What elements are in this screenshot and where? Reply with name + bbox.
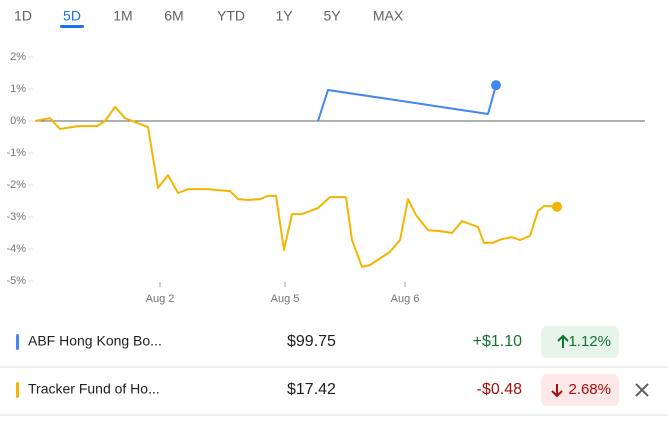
y-tick-label: 1% — [10, 83, 26, 95]
series-line — [317, 84, 497, 122]
arrow-up-icon — [557, 334, 569, 348]
x-tick-label: Aug 6 — [391, 293, 420, 305]
change: +$1.10 — [473, 333, 522, 350]
price: $99.75 — [287, 333, 336, 350]
last-point — [491, 80, 501, 91]
y-tick-label: -4% — [6, 243, 26, 255]
y-tick-label: -2% — [6, 179, 26, 191]
range-tab[interactable]: 6M — [164, 8, 183, 24]
range-tab[interactable]: 5Y — [323, 8, 341, 24]
series-line — [34, 105, 558, 268]
y-tick-label: -3% — [6, 211, 26, 223]
arrow-down-icon — [551, 384, 563, 398]
range-tab[interactable]: 1D — [14, 8, 32, 24]
price: $17.42 — [287, 381, 336, 398]
series-color-bar — [16, 382, 19, 398]
change-percent: 2.68% — [568, 381, 611, 398]
legend-name[interactable]: ABF Hong Kong Bo... — [28, 333, 162, 349]
range-tab[interactable]: MAX — [373, 8, 404, 24]
remove-button[interactable] — [635, 383, 649, 397]
change: -$0.48 — [477, 381, 522, 398]
range-tab[interactable]: YTD — [217, 8, 245, 24]
y-tick-label: 0% — [10, 115, 26, 127]
change-badge — [541, 326, 619, 358]
change-percent: 1.12% — [568, 333, 611, 350]
series-color-bar — [16, 334, 19, 350]
range-tab[interactable]: 5D — [63, 8, 81, 24]
range-tab[interactable]: 1M — [113, 8, 132, 24]
change-badge — [541, 374, 619, 406]
y-tick-label: 2% — [10, 51, 26, 63]
x-tick-label: Aug 5 — [271, 293, 300, 305]
range-tab[interactable]: 1Y — [275, 8, 293, 24]
y-tick-label: -5% — [6, 275, 26, 287]
tab-underline — [60, 25, 84, 28]
legend-name[interactable]: Tracker Fund of Ho... — [28, 381, 160, 397]
last-point — [552, 201, 562, 212]
x-tick-label: Aug 2 — [146, 293, 175, 305]
y-tick-label: -1% — [6, 147, 26, 159]
close-icon[interactable] — [635, 383, 649, 397]
